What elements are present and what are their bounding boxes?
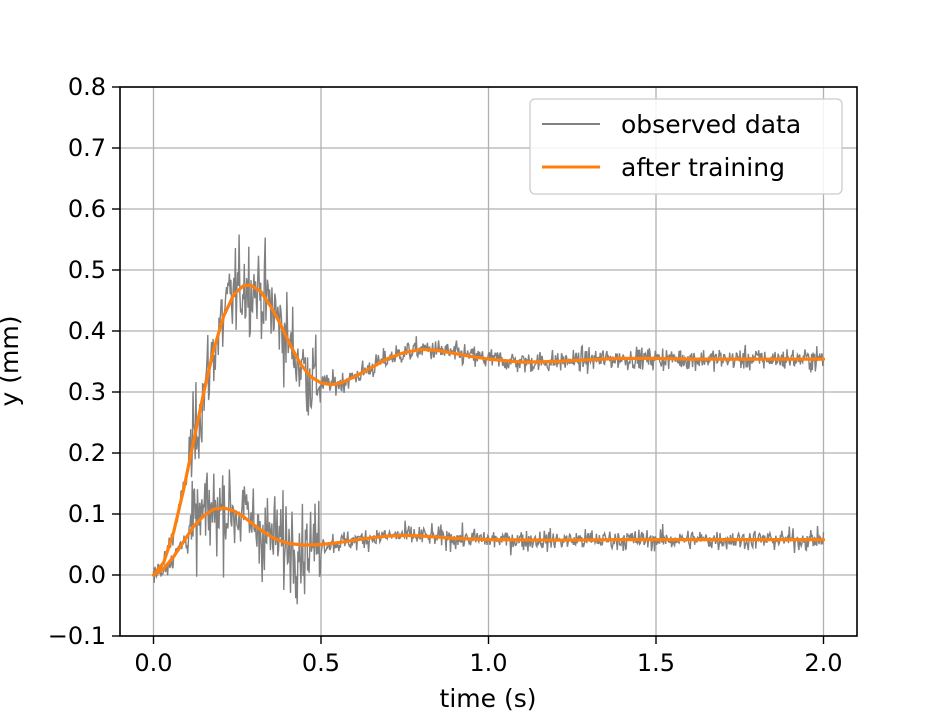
after-training-line-2 — [151, 506, 826, 577]
x-axis-label: time (s) — [440, 684, 537, 713]
series-layer — [151, 234, 826, 605]
legend-frame — [529, 98, 843, 195]
x-tick-label: 0.0 — [134, 649, 172, 677]
y-tick-label: 0.3 — [68, 378, 106, 406]
legend-label-observed-data: observed data — [621, 110, 801, 139]
legend: observed data after training — [529, 98, 843, 195]
x-tick-label: 1.5 — [637, 649, 675, 677]
y-tick-label: 0.5 — [68, 256, 106, 284]
after-training-line-1 — [151, 283, 826, 577]
y-tick-label: 0.7 — [68, 134, 106, 162]
ticks: 0.0 0.5 1.0 1.5 2.0 −0.1 0.0 0.1 0.2 0.3 0.4 0.5 0.6… — [48, 73, 843, 677]
x-tick-label: 2.0 — [804, 649, 842, 677]
y-tick-label: 0.6 — [68, 195, 106, 223]
legend-label-after-training: after training — [621, 153, 785, 182]
observed-data-line-2 — [152, 469, 825, 605]
y-axis-label: y (mm) — [0, 316, 24, 407]
y-tick-label: 0.2 — [68, 439, 106, 467]
y-tick-label: 0.8 — [68, 73, 106, 101]
y-tick-label: 0.4 — [68, 317, 106, 345]
y-tick-label: −0.1 — [48, 622, 106, 650]
y-tick-label: 0.1 — [68, 500, 106, 528]
y-tick-label: 0.0 — [68, 561, 106, 589]
x-tick-label: 0.5 — [302, 649, 340, 677]
x-tick-label: 1.0 — [469, 649, 507, 677]
